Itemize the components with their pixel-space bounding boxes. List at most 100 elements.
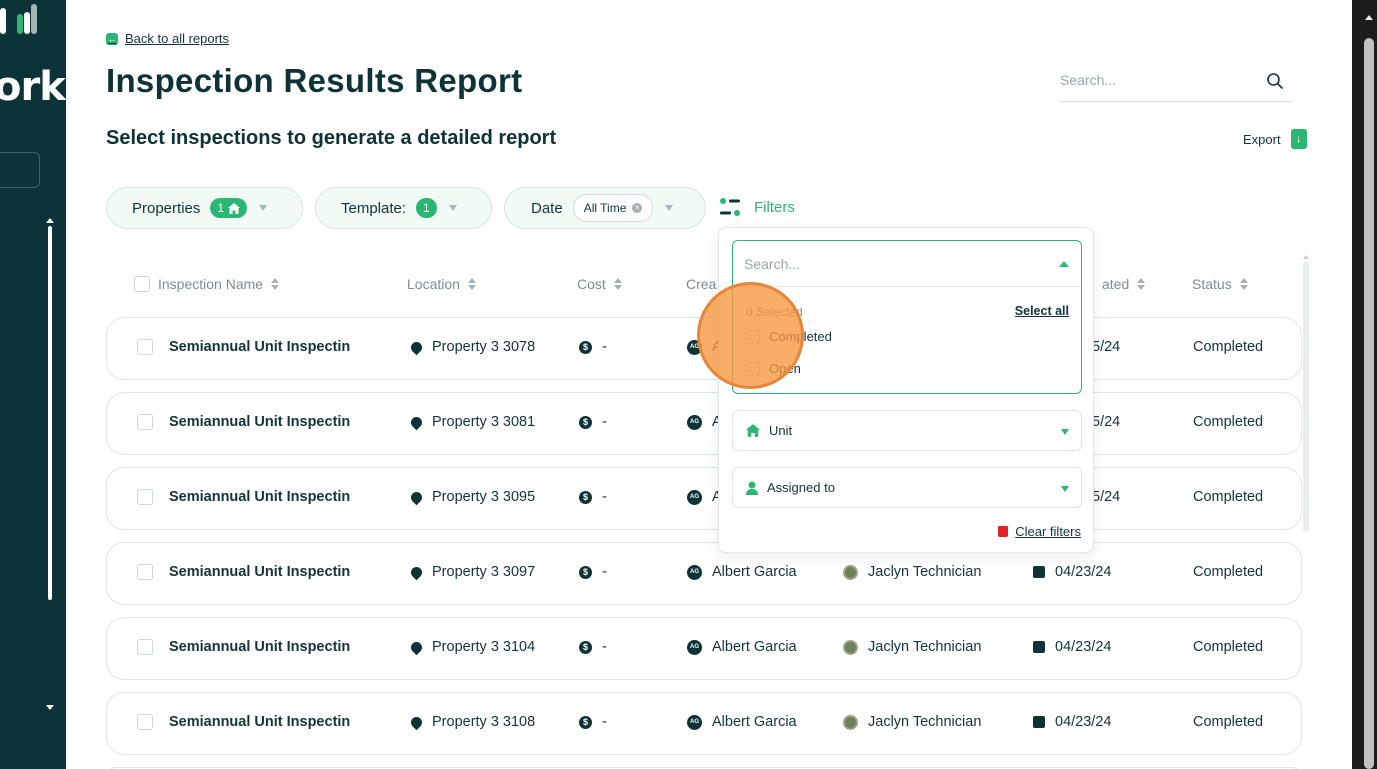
search-input[interactable] [1060,66,1260,94]
dollar-icon: $ [579,640,592,654]
created-by-cell: AG A [687,339,722,355]
status-search-input[interactable] [744,251,1044,277]
option-checkbox[interactable] [746,361,760,376]
trash-icon [998,526,1009,537]
window-scrollbar[interactable] [1352,0,1377,769]
inspection-name[interactable]: Semiannual Unit Inspectin [169,414,351,430]
status-cell: Completed [1193,489,1264,505]
location-cell: Property 3 3097 [408,564,535,580]
row-checkbox[interactable] [137,489,153,505]
location-pin-icon [408,714,425,730]
page-subtitle: Select inspections to generate a detaile… [106,127,557,149]
avatar: AG [687,489,702,505]
sidebar-scroll-down-icon[interactable] [46,705,54,710]
row-checkbox[interactable] [137,339,153,355]
col-status[interactable]: Status [1192,276,1248,292]
date-cell: 04/23/24 [1033,564,1111,580]
location-pin-icon [408,414,425,430]
export-button[interactable]: Export ↓ [1243,129,1307,149]
technician-avatar [843,564,858,580]
table-scrollbar[interactable] [1303,262,1309,532]
status-cell: Completed [1193,564,1264,580]
inspection-name[interactable]: Semiannual Unit Inspectin [169,564,351,580]
avatar: AG [687,414,702,430]
inspection-name[interactable]: Semiannual Unit Inspectin [169,639,351,655]
sort-icon [467,278,476,290]
location-pin-icon [408,564,425,580]
status-filter-dropdown: 0 Selected Select all Completed Open [732,240,1082,394]
dollar-icon: $ [579,415,592,429]
template-count-badge: 1 [416,198,437,218]
inspection-name[interactable]: Semiannual Unit Inspectin [169,714,351,730]
select-all-link[interactable]: Select all [1014,304,1069,318]
created-by-cell: AG Albert Garcia [687,714,797,730]
inspection-name[interactable]: Semiannual Unit Inspectin [169,489,351,505]
table-row[interactable]: Semiannual Unit Inspectin Property 3 307… [106,317,1302,380]
clear-filters-link[interactable]: Clear filters [998,524,1081,539]
sidebar-scroll-up-icon[interactable] [46,218,54,223]
date-cell: 5/24 [1092,414,1121,430]
location-cell: Property 3 3095 [408,489,535,505]
date-value: All Time [583,201,627,215]
dollar-icon: $ [579,340,592,354]
back-arrow-icon: ← [106,32,118,45]
table-row[interactable]: Semiannual Unit Inspectin Property 3 309… [106,542,1302,605]
date-cell: 04/23/24 [1033,714,1111,730]
row-checkbox[interactable] [137,564,153,580]
unit-dropdown[interactable]: Unit [732,410,1082,451]
table-row[interactable]: Semiannual Unit Inspectin Property 3 310… [106,692,1302,755]
select-all-checkbox[interactable] [134,276,150,292]
calendar-icon [1033,566,1045,578]
cost-cell: $ - [579,414,607,430]
chevron-up-icon[interactable] [1059,261,1069,267]
page-title: Inspection Results Report [106,62,523,99]
scroll-thumb[interactable] [1364,38,1374,769]
row-checkbox[interactable] [137,714,153,730]
inspection-name[interactable]: Semiannual Unit Inspectin [169,339,351,355]
table-scroll-up-icon[interactable] [1303,255,1309,259]
status-option-completed[interactable]: Completed [746,329,832,344]
filters-label: Filters [754,198,795,216]
date-filter-chip[interactable]: Date All Time × [504,187,706,229]
top-search [1060,66,1292,102]
created-by-cell: AG Albert Garcia [687,639,797,655]
back-to-reports-link[interactable]: ← Back to all reports [106,31,229,46]
col-inspection-name[interactable]: Inspection Name [134,276,280,292]
col-date-created[interactable]: ated [1102,276,1146,292]
scroll-up-icon[interactable] [1365,15,1373,20]
col-location[interactable]: Location [407,276,476,292]
date-label: Date [531,199,563,217]
calendar-icon [1033,641,1045,653]
table-row[interactable]: Semiannual Unit Inspectin Property 3 309… [106,467,1302,530]
col-cost[interactable]: Cost [577,276,622,292]
avatar: AG [687,714,702,730]
chevron-down-icon [1061,486,1069,492]
table-row[interactable]: Semiannual Unit Inspectin Property 3 310… [106,617,1302,680]
technician-avatar [843,714,858,730]
properties-filter-chip[interactable]: Properties 1 [106,187,303,229]
avatar: AG [687,639,702,655]
created-by-cell: AG A [687,489,722,505]
table-row[interactable]: Semiannual Unit Inspectin Property 3 308… [106,392,1302,455]
assigned-cell: Jaclyn Technician [843,564,981,580]
filters-button[interactable]: Filters [719,197,795,217]
status-cell: Completed [1193,639,1264,655]
table-header: Inspection Name Location Cost Crea ated … [106,270,1302,302]
sidebar-collapse-box[interactable] [0,152,40,188]
chevron-down-icon [259,205,268,211]
row-checkbox[interactable] [137,639,153,655]
status-option-open[interactable]: Open [746,361,801,376]
search-icon[interactable] [1266,72,1284,90]
template-filter-chip[interactable]: Template: 1 [315,187,492,229]
date-value-pill[interactable]: All Time × [572,194,654,222]
location-pin-icon [408,339,425,355]
assigned-to-dropdown[interactable]: Assigned to [732,467,1082,508]
clear-date-icon[interactable]: × [632,203,643,213]
cost-cell: $ - [579,339,607,355]
technician-avatar [843,639,858,655]
avatar: AG [687,564,702,580]
sidebar-scrollbar[interactable] [48,226,52,600]
col-created-by[interactable]: Crea [686,276,717,292]
option-checkbox[interactable] [746,329,760,344]
row-checkbox[interactable] [137,414,153,430]
